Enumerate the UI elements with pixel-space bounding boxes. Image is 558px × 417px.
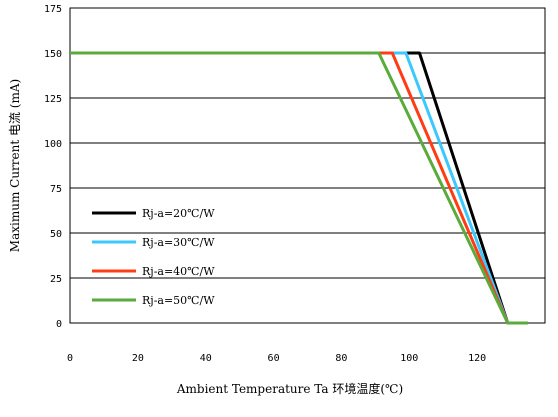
x-tick-label: 120 bbox=[468, 353, 486, 364]
series-line bbox=[70, 51, 528, 325]
x-tick-label: 80 bbox=[335, 353, 347, 364]
y-tick-label: 75 bbox=[50, 184, 62, 195]
x-tick-label: 100 bbox=[400, 353, 418, 364]
legend-label: Rj-a=50℃/W bbox=[142, 294, 215, 307]
x-axis-title: Ambient Temperature Ta 环境温度(℃) bbox=[176, 381, 403, 396]
legend-label: Rj-a=30℃/W bbox=[142, 236, 215, 249]
y-tick-label: 125 bbox=[44, 94, 62, 105]
legend-label: Rj-a=40℃/W bbox=[142, 265, 215, 278]
y-tick-label: 100 bbox=[44, 139, 62, 150]
y-tick-label: 150 bbox=[44, 49, 62, 60]
x-tick-label: 40 bbox=[200, 353, 212, 364]
y-tick-label: 175 bbox=[44, 4, 62, 15]
x-tick-label: 20 bbox=[132, 353, 144, 364]
y-tick-label: 25 bbox=[50, 274, 62, 285]
x-tick-label: 0 bbox=[67, 353, 73, 364]
legend-label: Rj-a=20℃/W bbox=[142, 207, 215, 220]
x-tick-label: 60 bbox=[268, 353, 280, 364]
y-tick-label: 50 bbox=[50, 229, 62, 240]
y-tick-label: 0 bbox=[56, 319, 62, 330]
y-axis-title: Maximum Current 电流 (mA) bbox=[8, 79, 22, 252]
